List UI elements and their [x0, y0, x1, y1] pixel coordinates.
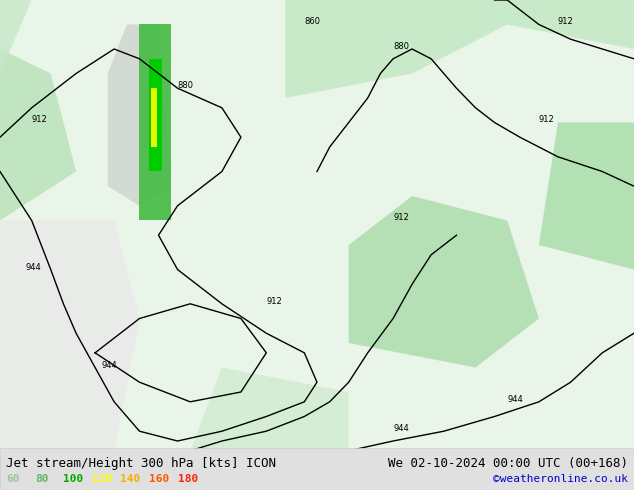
Text: 140: 140 — [120, 474, 141, 484]
Text: 880: 880 — [178, 81, 193, 90]
Polygon shape — [539, 122, 634, 270]
Text: 160: 160 — [149, 474, 169, 484]
Polygon shape — [139, 24, 171, 220]
Polygon shape — [0, 49, 76, 220]
Text: We 02-10-2024 00:00 UTC (00+168): We 02-10-2024 00:00 UTC (00+168) — [387, 457, 628, 469]
Bar — [0, 448, 634, 490]
Text: 880: 880 — [393, 42, 409, 51]
Text: 944: 944 — [507, 395, 523, 404]
Text: 120: 120 — [92, 474, 112, 484]
Text: 80: 80 — [35, 474, 48, 484]
Text: 912: 912 — [32, 116, 48, 124]
Text: Jet stream/Height 300 hPa [kts] ICON: Jet stream/Height 300 hPa [kts] ICON — [6, 457, 276, 469]
Text: 912: 912 — [558, 18, 574, 26]
Polygon shape — [190, 368, 349, 451]
Polygon shape — [108, 24, 171, 206]
Text: 60: 60 — [6, 474, 20, 484]
Text: 100: 100 — [63, 474, 84, 484]
Text: 180: 180 — [178, 474, 198, 484]
Polygon shape — [0, 220, 139, 451]
Polygon shape — [349, 196, 539, 368]
Text: ©weatheronline.co.uk: ©weatheronline.co.uk — [493, 474, 628, 484]
Text: 912: 912 — [266, 297, 282, 306]
Text: 944: 944 — [393, 424, 409, 433]
Polygon shape — [285, 0, 634, 98]
Text: 944: 944 — [25, 263, 41, 271]
Polygon shape — [149, 59, 162, 172]
Polygon shape — [0, 0, 32, 74]
Text: 912: 912 — [539, 116, 555, 124]
Text: 944: 944 — [101, 361, 117, 369]
Polygon shape — [151, 88, 157, 147]
Text: 912: 912 — [393, 214, 409, 222]
Text: 860: 860 — [304, 18, 320, 26]
